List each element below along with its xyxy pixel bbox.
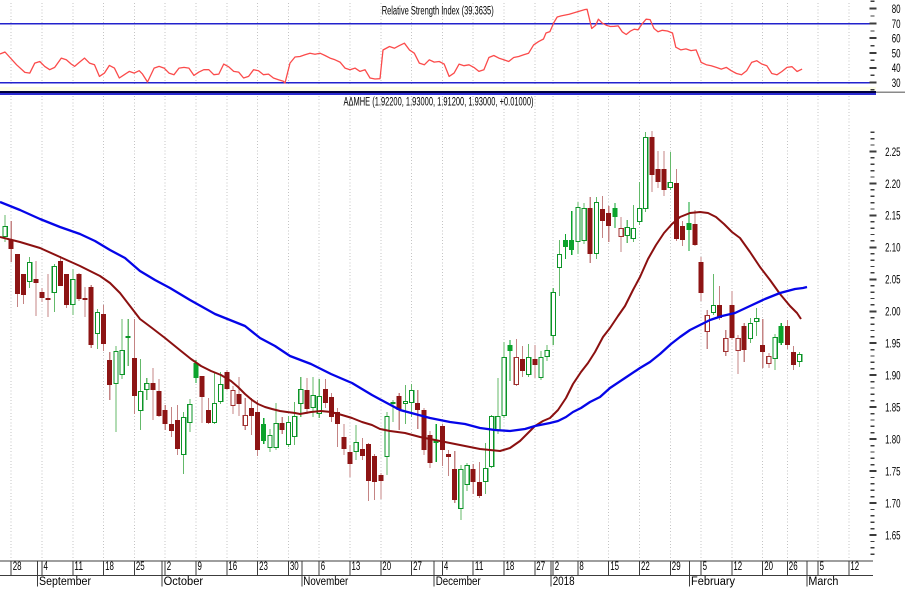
svg-text:2: 2	[167, 559, 172, 573]
svg-text:8: 8	[579, 559, 584, 573]
svg-text:2.25: 2.25	[885, 145, 901, 159]
svg-text:16: 16	[228, 559, 237, 573]
svg-text:9: 9	[198, 559, 203, 573]
svg-text:2.10: 2.10	[885, 241, 901, 255]
svg-text:1.90: 1.90	[885, 369, 901, 383]
svg-text:November: November	[303, 576, 348, 588]
svg-text:11: 11	[74, 559, 83, 573]
svg-text:23: 23	[259, 559, 268, 573]
svg-text:12: 12	[850, 559, 859, 573]
svg-text:February: February	[691, 576, 735, 588]
svg-text:15: 15	[610, 559, 619, 573]
svg-text:2018: 2018	[553, 576, 575, 588]
svg-text:March: March	[808, 576, 838, 588]
svg-text:29: 29	[672, 559, 681, 573]
svg-text:40: 40	[892, 61, 901, 75]
svg-text:18: 18	[105, 559, 114, 573]
svg-text:Relative Strength Index (39.36: Relative Strength Index (39.3635)	[382, 6, 494, 18]
svg-text:18: 18	[506, 559, 515, 573]
svg-text:1.75: 1.75	[885, 465, 901, 479]
svg-text:12: 12	[733, 559, 742, 573]
svg-text:27: 27	[413, 559, 422, 573]
svg-text:20: 20	[764, 559, 773, 573]
svg-text:December: December	[436, 576, 481, 588]
svg-text:ΑΔΜΗΕ (1.92200, 1.93000, 1.912: ΑΔΜΗΕ (1.92200, 1.93000, 1.91200, 1.9300…	[344, 97, 534, 109]
svg-text:25: 25	[136, 559, 145, 573]
svg-text:80: 80	[892, 2, 901, 16]
svg-text:6: 6	[321, 559, 326, 573]
svg-text:70: 70	[892, 17, 901, 31]
svg-text:October: October	[164, 576, 204, 588]
svg-text:1.95: 1.95	[885, 337, 901, 351]
svg-text:5: 5	[703, 559, 708, 573]
svg-text:26: 26	[789, 559, 798, 573]
svg-text:60: 60	[892, 32, 901, 46]
svg-text:50: 50	[892, 46, 901, 60]
svg-text:4: 4	[44, 559, 49, 573]
svg-text:2.15: 2.15	[885, 209, 901, 223]
svg-text:30: 30	[290, 559, 299, 573]
svg-text:1.80: 1.80	[885, 433, 901, 447]
svg-text:11: 11	[475, 559, 484, 573]
svg-text:4: 4	[444, 559, 449, 573]
svg-text:5: 5	[820, 559, 825, 573]
svg-text:2.00: 2.00	[885, 305, 901, 319]
svg-text:28: 28	[13, 559, 22, 573]
svg-text:13: 13	[352, 559, 361, 573]
svg-text:1.65: 1.65	[885, 529, 901, 543]
svg-text:2.05: 2.05	[885, 273, 901, 287]
svg-text:1.70: 1.70	[885, 497, 901, 511]
svg-text:27: 27	[536, 559, 545, 573]
svg-text:September: September	[39, 576, 91, 588]
svg-text:1.85: 1.85	[885, 401, 901, 415]
svg-text:30: 30	[892, 76, 901, 90]
svg-text:20: 20	[382, 559, 391, 573]
svg-text:22: 22	[641, 559, 650, 573]
svg-text:2: 2	[555, 559, 560, 573]
svg-text:2.20: 2.20	[885, 177, 901, 191]
